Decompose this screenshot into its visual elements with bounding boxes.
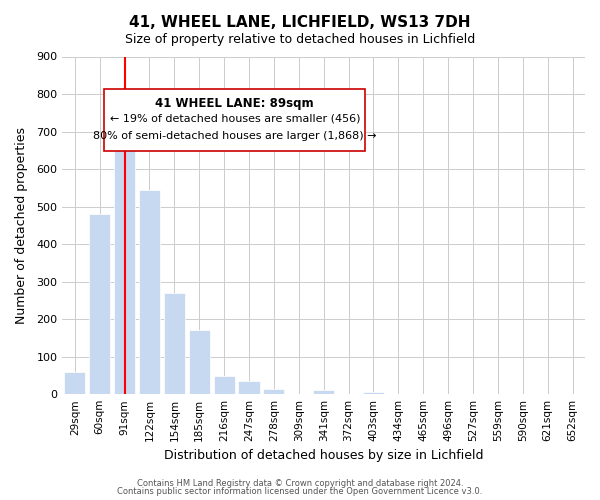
Bar <box>164 293 185 394</box>
Text: 41, WHEEL LANE, LICHFIELD, WS13 7DH: 41, WHEEL LANE, LICHFIELD, WS13 7DH <box>129 15 471 30</box>
Bar <box>363 392 384 394</box>
Text: Contains HM Land Registry data © Crown copyright and database right 2024.: Contains HM Land Registry data © Crown c… <box>137 478 463 488</box>
Text: 41 WHEEL LANE: 89sqm: 41 WHEEL LANE: 89sqm <box>155 97 314 110</box>
Bar <box>238 382 260 394</box>
Bar <box>64 372 85 394</box>
X-axis label: Distribution of detached houses by size in Lichfield: Distribution of detached houses by size … <box>164 450 484 462</box>
Bar <box>89 214 110 394</box>
Bar <box>188 330 210 394</box>
Bar <box>263 388 284 394</box>
Bar <box>214 376 235 394</box>
Bar <box>114 124 135 394</box>
Text: Contains public sector information licensed under the Open Government Licence v3: Contains public sector information licen… <box>118 487 482 496</box>
Bar <box>313 390 334 394</box>
Text: Size of property relative to detached houses in Lichfield: Size of property relative to detached ho… <box>125 32 475 46</box>
Text: ← 19% of detached houses are smaller (456): ← 19% of detached houses are smaller (45… <box>110 114 360 124</box>
FancyBboxPatch shape <box>104 88 365 151</box>
Y-axis label: Number of detached properties: Number of detached properties <box>15 127 28 324</box>
Text: 80% of semi-detached houses are larger (1,868) →: 80% of semi-detached houses are larger (… <box>93 131 377 141</box>
Bar <box>139 190 160 394</box>
